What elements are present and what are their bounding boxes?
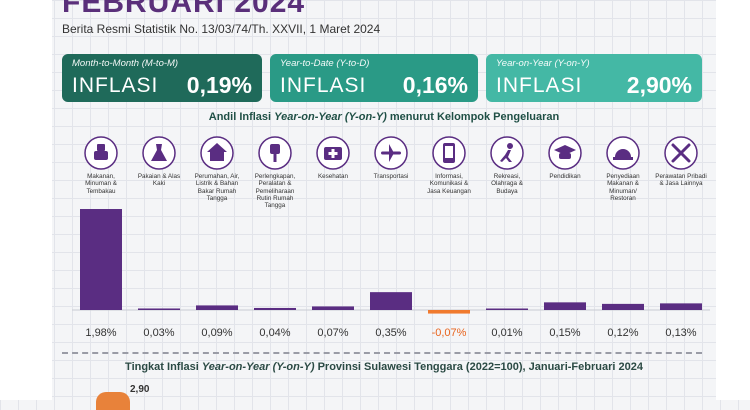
card-word: INFLASI — [72, 74, 159, 97]
trend-chart-title: Tingkat Inflasi Year-on-Year (Y-on-Y) Pr… — [125, 361, 643, 373]
category-label: Kesehatan — [318, 173, 348, 180]
category-label: Informasi, Komunikasi & Jasa Keuangan — [427, 173, 471, 195]
trend-chart-value: 2,90 — [130, 384, 150, 395]
medical-kit-icon — [316, 136, 350, 170]
value-label: 0,09% — [201, 327, 232, 339]
contribution-bar-chart: Makanan, Minuman & Tembakau 1,98% Pakaian … — [72, 136, 710, 339]
graduation-cap-icon — [548, 136, 582, 170]
category-label: Perumahan, Air, Listrik & Bahan Bakar Ru… — [195, 173, 240, 202]
bar — [602, 303, 644, 310]
value-label: 0,12% — [607, 327, 638, 339]
value-label: 0,03% — [143, 327, 174, 339]
phone-icon — [432, 136, 466, 170]
right-margin — [716, 0, 750, 400]
card-label: Month-to-Month (M-to-M) — [72, 58, 179, 69]
ytd-inflation-card: Year-to-Date (Y-to-D) INFLASI 0,16% — [270, 54, 478, 102]
bar — [544, 302, 586, 310]
category-label: Rekreasi, Olahraga & Budaya — [491, 173, 523, 195]
appliance-icon — [258, 136, 292, 170]
category-label: Perawatan Pribadi & Jasa Lainnya — [655, 173, 706, 187]
value-label: 0,07% — [317, 327, 348, 339]
food-icon — [84, 136, 118, 170]
sports-icon — [490, 136, 524, 170]
restaurant-icon — [606, 136, 640, 170]
value-label: 0,13% — [665, 327, 696, 339]
bar — [312, 306, 354, 310]
bar — [370, 292, 412, 310]
bar — [428, 310, 470, 314]
yoy-inflation-card: Year-on-Year (Y-on-Y) INFLASI 2,90% — [486, 54, 702, 102]
personal-care-icon — [664, 136, 698, 170]
value-label: -0,07% — [432, 327, 467, 339]
value-label: 0,04% — [259, 327, 290, 339]
clothing-icon — [142, 136, 176, 170]
category-label: Makanan, Minuman & Tembakau — [85, 173, 117, 195]
card-label: Year-on-Year (Y-on-Y) — [496, 58, 590, 69]
category-label: Penyediaan Makanan & Minuman/ Restoran — [606, 173, 639, 202]
card-value: 0,16% — [402, 72, 468, 98]
card-word: INFLASI — [280, 74, 367, 97]
category-label: Pendidikan — [549, 173, 580, 180]
bar — [138, 308, 180, 310]
infographic: FEBRUARI 2024 Berita Resmi Statistik No.… — [52, 0, 716, 410]
card-value: 2,90% — [626, 72, 692, 98]
bar — [486, 308, 528, 310]
house-icon — [200, 136, 234, 170]
card-label: Year-to-Date (Y-to-D) — [280, 58, 370, 69]
chart-title: Andil Inflasi Year-on-Year (Y-on-Y) menu… — [208, 111, 560, 123]
section-divider — [62, 352, 702, 354]
bar — [196, 305, 238, 310]
page-title: FEBRUARI 2024 — [62, 0, 306, 19]
category-label: Pakaian & Alas Kaki — [138, 173, 180, 187]
bar — [660, 303, 702, 310]
left-margin — [0, 0, 52, 400]
value-label: 0,01% — [491, 327, 522, 339]
card-word: INFLASI — [496, 74, 583, 97]
value-label: 1,98% — [85, 327, 116, 339]
bar — [254, 307, 296, 310]
airplane-icon — [374, 136, 408, 170]
category-label: Perlengkapan, Peralatan & Pemeliharaan R… — [255, 173, 296, 209]
mtm-inflation-card: Month-to-Month (M-to-M) INFLASI 0,19% — [62, 54, 262, 102]
card-value: 0,19% — [186, 72, 252, 98]
value-label: 0,15% — [549, 327, 580, 339]
release-subtitle: Berita Resmi Statistik No. 13/03/74/Th. … — [62, 22, 381, 36]
category-label: Transportasi — [374, 173, 409, 180]
trend-chart-marker — [96, 392, 130, 410]
value-label: 0,35% — [375, 327, 406, 339]
bar — [80, 209, 122, 310]
